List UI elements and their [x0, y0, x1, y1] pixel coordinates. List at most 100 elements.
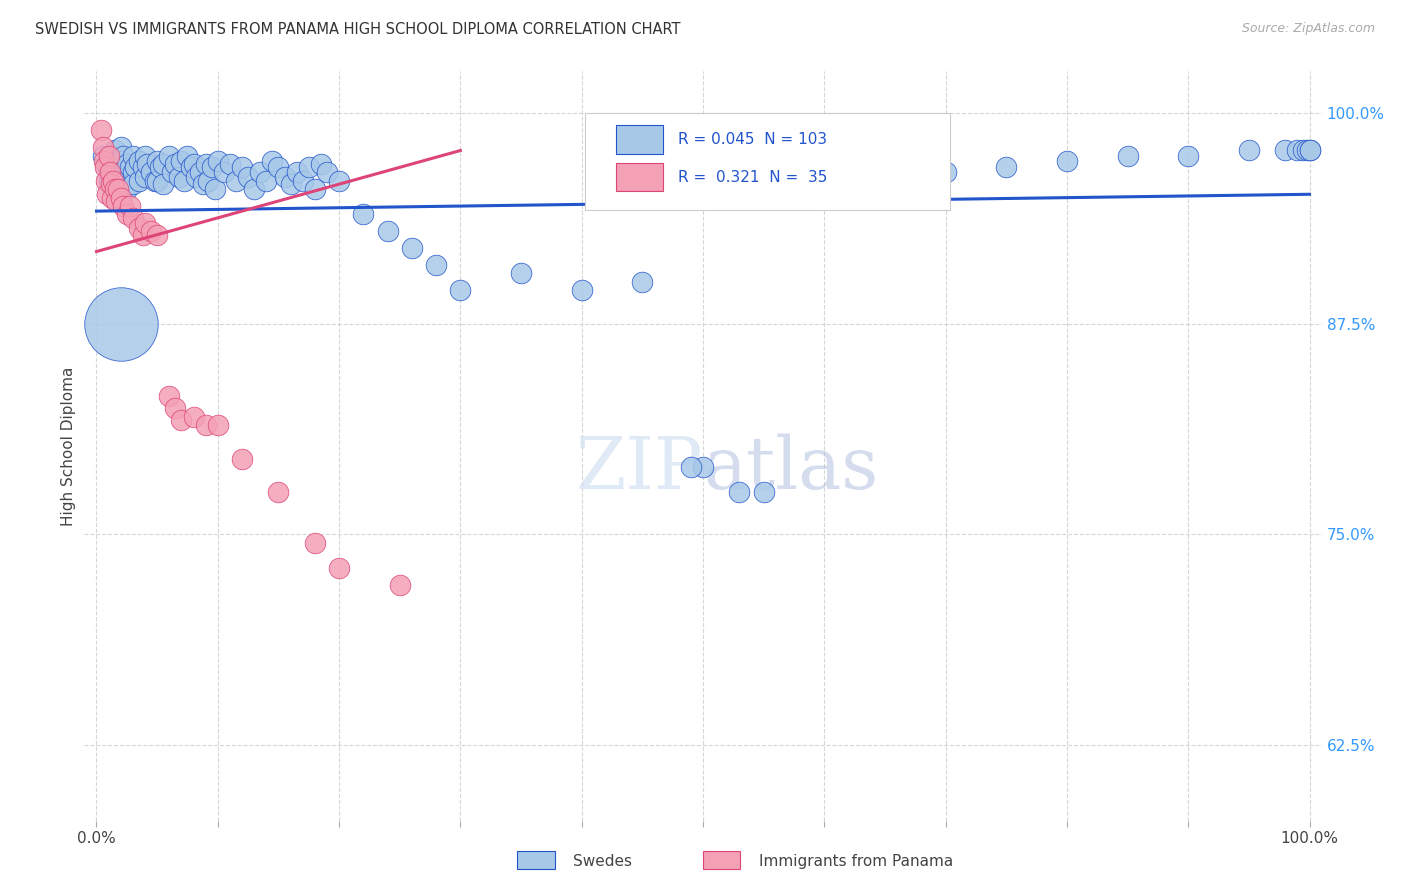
Point: [139, 165, 162, 179]
Point: [449, 283, 471, 297]
Point: [115, 182, 138, 196]
Point: [97, 161, 120, 175]
Point: [98, 165, 121, 179]
Text: Source: ZipAtlas.com: Source: ZipAtlas.com: [1241, 22, 1375, 36]
Point: [146, 153, 169, 168]
Point: [249, 165, 271, 179]
Point: [120, 177, 142, 191]
Point: [219, 157, 242, 171]
Text: atlas: atlas: [703, 434, 879, 504]
Point: [93, 153, 115, 168]
Text: SWEDISH VS IMMIGRANTS FROM PANAMA HIGH SCHOOL DIPLOMA CORRELATION CHART: SWEDISH VS IMMIGRANTS FROM PANAMA HIGH S…: [35, 22, 681, 37]
Point: [100, 148, 122, 162]
Point: [183, 409, 205, 424]
Point: [225, 174, 247, 188]
Point: [207, 153, 229, 168]
Point: [1237, 144, 1260, 158]
Point: [267, 485, 290, 500]
Point: [631, 275, 654, 289]
Point: [100, 170, 122, 185]
Text: Immigrants from Panama: Immigrants from Panama: [759, 855, 953, 870]
Point: [112, 148, 135, 162]
Point: [316, 165, 339, 179]
Point: [1177, 148, 1199, 162]
Point: [170, 153, 193, 168]
Point: [273, 170, 295, 185]
Point: [176, 148, 198, 162]
Point: [510, 267, 533, 281]
Point: [107, 153, 129, 168]
Point: [1296, 144, 1319, 158]
Point: [304, 536, 326, 550]
Point: [194, 157, 217, 171]
Point: [104, 174, 127, 188]
Point: [146, 227, 169, 242]
Point: [692, 460, 714, 475]
Point: [131, 161, 153, 175]
Point: [157, 389, 180, 403]
Point: [104, 194, 127, 208]
Text: R =  0.321  N =  35: R = 0.321 N = 35: [678, 169, 828, 185]
Point: [97, 148, 120, 162]
Point: [112, 165, 135, 179]
Point: [425, 258, 447, 272]
Point: [1286, 144, 1309, 158]
Text: R = 0.045  N = 103: R = 0.045 N = 103: [678, 132, 827, 147]
Point: [146, 174, 169, 188]
Point: [115, 207, 138, 221]
Point: [201, 161, 224, 175]
Point: [1274, 144, 1296, 158]
Point: [112, 199, 135, 213]
Point: [148, 161, 170, 175]
Point: [107, 169, 129, 183]
Bar: [616, 125, 664, 153]
Point: [194, 417, 217, 432]
Text: ZIP: ZIP: [575, 434, 703, 504]
Point: [160, 165, 183, 179]
Point: [122, 148, 145, 162]
Point: [1116, 148, 1139, 162]
Point: [165, 401, 187, 416]
Point: [136, 157, 159, 171]
Point: [152, 157, 174, 171]
Point: [91, 140, 114, 154]
Point: [173, 174, 195, 188]
Point: [128, 174, 150, 188]
Point: [1292, 144, 1315, 158]
Point: [285, 165, 308, 179]
Point: [120, 161, 142, 175]
Point: [267, 161, 290, 175]
Point: [128, 153, 150, 168]
Point: [377, 224, 399, 238]
Point: [110, 182, 132, 196]
Point: [122, 177, 145, 191]
Point: [231, 451, 253, 466]
Point: [91, 148, 114, 162]
Point: [124, 161, 146, 175]
Point: [112, 177, 135, 191]
Point: [131, 227, 153, 242]
Point: [94, 161, 117, 175]
Point: [139, 224, 162, 238]
Point: [813, 165, 835, 179]
Point: [204, 182, 226, 196]
Point: [104, 144, 127, 158]
Text: Swedes: Swedes: [574, 855, 633, 870]
Point: [1056, 153, 1078, 168]
Point: [280, 177, 302, 191]
Point: [107, 182, 129, 196]
Point: [231, 161, 253, 175]
Point: [122, 211, 145, 225]
Bar: [517, 851, 554, 870]
Point: [110, 140, 132, 154]
Point: [134, 148, 156, 162]
Point: [152, 177, 174, 191]
Point: [873, 157, 896, 171]
Point: [197, 174, 219, 188]
Bar: [703, 851, 740, 870]
Point: [1298, 144, 1320, 158]
Point: [236, 170, 259, 185]
Point: [104, 157, 127, 171]
Point: [180, 161, 202, 175]
Point: [193, 177, 215, 191]
